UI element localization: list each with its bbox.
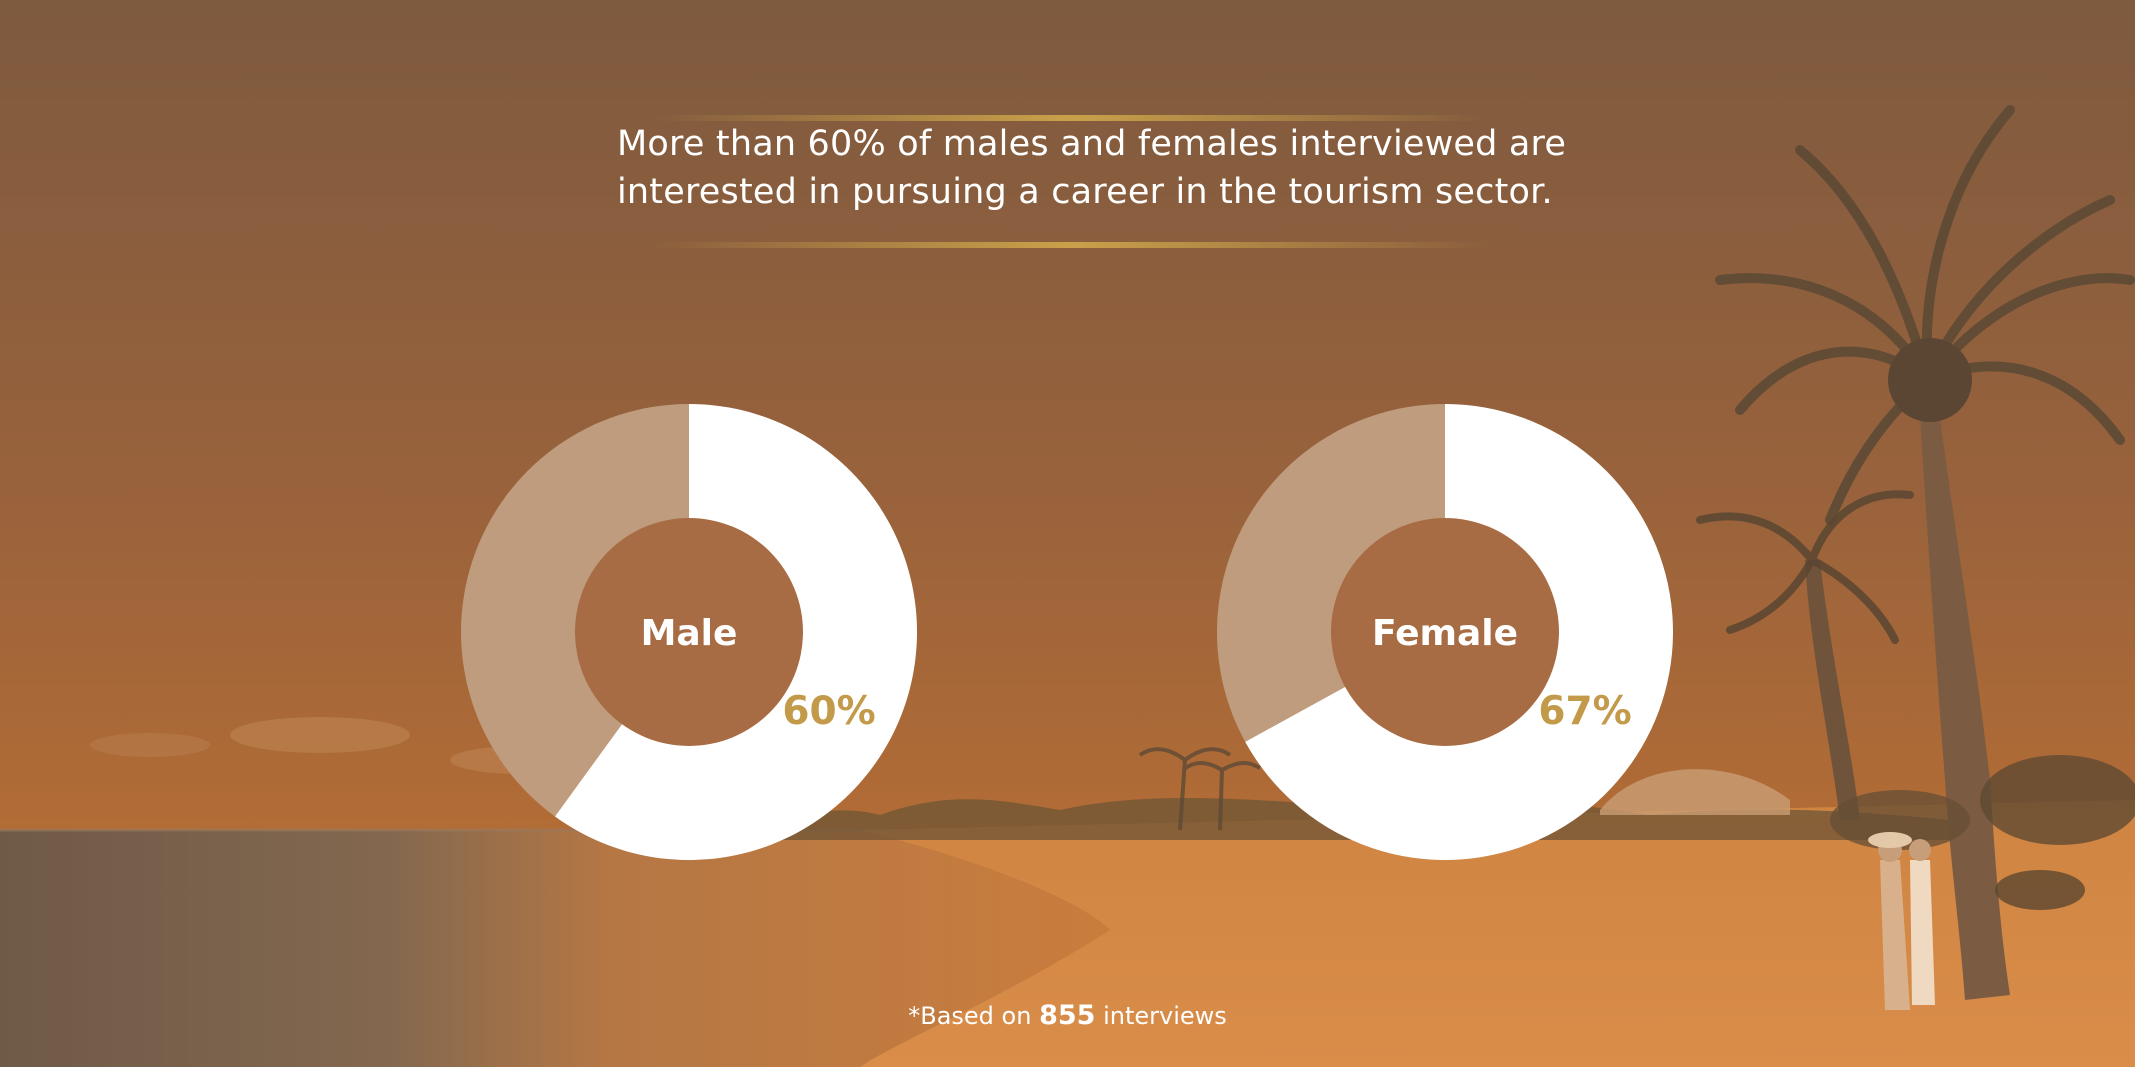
headline-line-2: interested in pursuing a career in the t… [617, 172, 1553, 212]
headline-line-1: More than 60% of males and females inter… [617, 124, 1567, 164]
donut-hole [1331, 518, 1559, 746]
donut-center-label: Male [641, 613, 738, 654]
donut-chart-female: Female 67% [1216, 404, 1673, 860]
footnote-prefix: *Based on [908, 1002, 1040, 1030]
donut-slice-remainder [461, 404, 689, 817]
headline-top-rule [650, 106, 1490, 121]
footnote-suffix: interviews [1095, 1002, 1227, 1030]
headline: More than 60% of males and females inter… [617, 120, 1567, 216]
donut-center-label: Female [1372, 613, 1518, 654]
donut-chart-male: Male 60% [461, 404, 917, 860]
donut-value-label: 67% [1538, 689, 1631, 734]
headline-bottom-rule [650, 233, 1490, 248]
footnote: *Based on 855 interviews [0, 1000, 2135, 1031]
interview-count: 855 [1039, 1000, 1096, 1031]
donut-value-label: 60% [782, 689, 875, 734]
donut-hole [575, 518, 803, 746]
